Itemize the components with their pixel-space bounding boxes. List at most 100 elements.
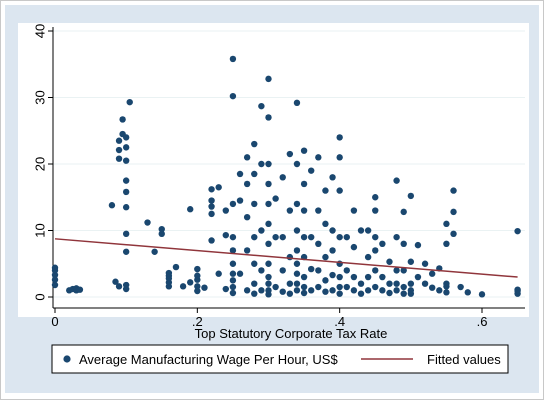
scatter-point <box>194 283 201 290</box>
scatter-point <box>457 283 464 291</box>
scatter-point <box>372 267 379 274</box>
scatter-point <box>187 279 194 286</box>
scatter-point <box>400 290 407 297</box>
scatter-point <box>421 260 429 267</box>
scatter-point <box>265 180 272 188</box>
scatter-point <box>222 285 229 293</box>
scatter-point <box>243 214 251 221</box>
scatter-point <box>393 287 400 294</box>
scatter-point <box>229 247 237 254</box>
scatter-point <box>265 220 272 228</box>
x-tick-label: 0 <box>51 314 58 329</box>
scatter-point <box>336 233 343 241</box>
scatter-point <box>308 167 315 174</box>
scatter-point <box>336 283 343 291</box>
scatter-point <box>158 230 165 238</box>
legend-label-fitted: Fitted values <box>427 352 501 367</box>
scatter-point <box>194 265 201 273</box>
scatter-point <box>400 240 407 247</box>
scatter-point <box>443 283 450 290</box>
scatter-point <box>115 283 123 290</box>
scatter-point <box>372 247 379 254</box>
scatter-point <box>122 177 130 184</box>
scatter-point <box>400 283 407 291</box>
scatter-point <box>450 187 457 194</box>
scatter-point <box>414 241 422 249</box>
scatter-point <box>243 247 251 254</box>
scatter-point <box>222 231 229 239</box>
scatter-point <box>478 291 486 298</box>
scatter-point <box>293 99 301 107</box>
scatter-point <box>315 267 322 274</box>
scatter-point <box>322 277 329 284</box>
scatter-point <box>122 157 130 164</box>
scatter-point <box>343 283 350 291</box>
scatter-point <box>265 260 272 267</box>
scatter-point <box>393 177 400 184</box>
scatter-point <box>236 270 244 277</box>
scatter-point <box>293 247 301 254</box>
x-tick-label: .2 <box>192 314 203 329</box>
scatter-point <box>372 233 379 241</box>
scatter-point <box>286 150 294 158</box>
y-axis-ticks: 0 10 20 30 40 <box>32 24 53 301</box>
scatter-point <box>329 287 336 294</box>
scatter-point <box>400 208 407 216</box>
scatter-point <box>464 289 471 296</box>
scatter-point <box>450 208 457 216</box>
scatter-point <box>265 75 272 83</box>
grid-lines <box>53 30 525 298</box>
scatter-point <box>357 227 365 234</box>
scatter-point <box>194 272 201 279</box>
scatter-point <box>386 258 393 265</box>
scatter-point <box>386 280 393 287</box>
scatter-point <box>76 286 84 293</box>
scatter-point <box>428 270 436 277</box>
scatter-point <box>407 280 415 287</box>
y-tick-label: 30 <box>32 90 47 104</box>
scatter-point <box>122 204 130 211</box>
scatter-point <box>229 270 237 277</box>
scatter-point <box>322 187 329 194</box>
scatter-point <box>229 55 237 63</box>
scatter-point <box>364 287 372 294</box>
scatter-point <box>308 287 315 294</box>
legend-label-scatter: Average Manufacturing Wage Per Hour, US$ <box>79 352 338 367</box>
scatter-point <box>251 200 258 208</box>
scatter-point <box>400 267 407 274</box>
scatter-point <box>265 200 272 208</box>
scatter-point <box>372 194 379 201</box>
scatter-point <box>126 98 133 106</box>
scatter-point <box>265 114 272 121</box>
scatter-point <box>115 155 123 162</box>
scatter-point <box>215 270 222 277</box>
scatter-point <box>350 243 358 251</box>
scatter-point <box>336 134 343 141</box>
scatter-point <box>51 276 59 283</box>
scatter-point <box>172 263 180 271</box>
scatter-point <box>51 264 59 271</box>
y-tick-label: 20 <box>32 157 47 171</box>
scatter-point <box>272 283 279 291</box>
scatter-point <box>322 288 329 295</box>
scatter-point <box>251 140 258 148</box>
scatter-point <box>336 273 343 281</box>
scatter-point <box>251 260 258 267</box>
scatter-point <box>293 160 301 168</box>
scatter-point <box>386 289 393 297</box>
scatter-point <box>407 287 415 294</box>
scatter-point <box>122 248 130 255</box>
scatter-point <box>258 267 265 274</box>
scatter-point <box>194 287 201 295</box>
scatter-point <box>286 207 294 214</box>
scatter-point <box>286 253 294 261</box>
scatter-point <box>407 258 415 265</box>
scatter-point <box>329 271 336 279</box>
fitted-line <box>54 238 518 278</box>
scatter-point <box>165 269 173 277</box>
scatter-point <box>364 227 372 234</box>
scatter-point <box>279 288 286 295</box>
scatter-point <box>229 260 237 267</box>
scatter-point <box>315 240 322 247</box>
scatter-point <box>122 230 130 238</box>
